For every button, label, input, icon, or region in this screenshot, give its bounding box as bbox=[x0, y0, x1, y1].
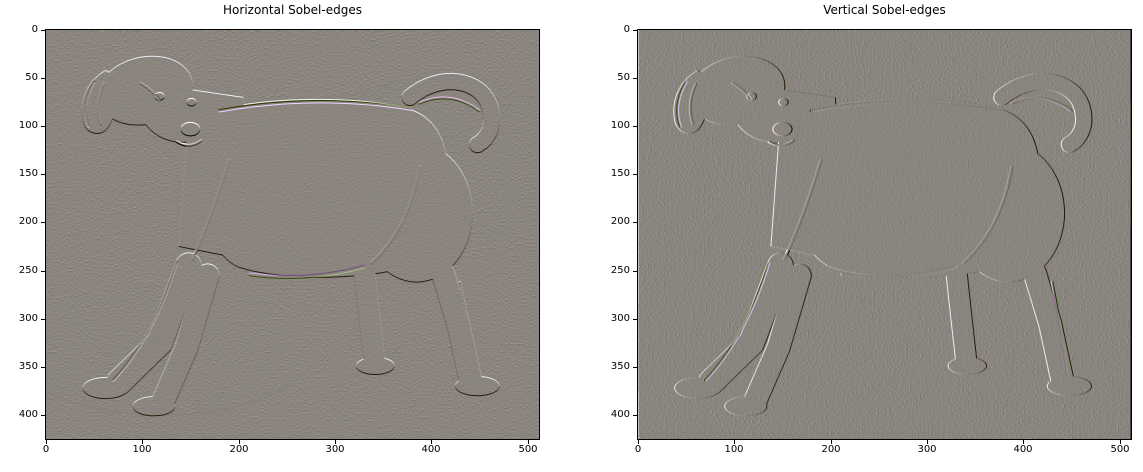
y-tick-label: 350 bbox=[18, 361, 38, 372]
y-tick bbox=[633, 222, 637, 223]
y-tick bbox=[41, 271, 45, 272]
subplot-horizontal-sobel: Horizontal Sobel-edges 0 100 200 300 400… bbox=[19, 0, 545, 472]
x-tick bbox=[927, 440, 928, 444]
sobel-image-horizontal bbox=[46, 30, 539, 439]
plot-title: Vertical Sobel-edges bbox=[823, 3, 946, 17]
x-tick-label: 300 bbox=[917, 444, 937, 455]
y-tick bbox=[41, 319, 45, 320]
y-tick bbox=[41, 174, 45, 175]
x-tick bbox=[1120, 440, 1121, 444]
y-tick bbox=[41, 126, 45, 127]
y-tick-label: 300 bbox=[610, 313, 630, 324]
plot-title: Horizontal Sobel-edges bbox=[223, 3, 362, 17]
y-tick-label: 250 bbox=[610, 265, 630, 276]
x-tick bbox=[528, 440, 529, 444]
y-tick-label: 0 bbox=[623, 24, 630, 35]
y-tick bbox=[633, 271, 637, 272]
y-tick bbox=[633, 126, 637, 127]
x-tick-label: 400 bbox=[421, 444, 441, 455]
y-tick-label: 200 bbox=[610, 216, 630, 227]
y-tick-label: 350 bbox=[610, 361, 630, 372]
y-tick bbox=[41, 415, 45, 416]
x-tick-label: 100 bbox=[132, 444, 152, 455]
x-tick-label: 500 bbox=[1110, 444, 1130, 455]
y-tick-label: 400 bbox=[18, 409, 38, 420]
y-tick-label: 250 bbox=[18, 265, 38, 276]
y-tick-label: 100 bbox=[610, 120, 630, 131]
y-tick-label: 0 bbox=[31, 24, 38, 35]
x-tick-label: 300 bbox=[325, 444, 345, 455]
y-tick-label: 100 bbox=[18, 120, 38, 131]
y-tick bbox=[633, 174, 637, 175]
y-tick bbox=[41, 78, 45, 79]
x-tick-label: 100 bbox=[724, 444, 744, 455]
y-tick bbox=[633, 78, 637, 79]
plot-area bbox=[637, 29, 1132, 440]
x-tick-label: 0 bbox=[634, 444, 642, 455]
y-tick bbox=[633, 367, 637, 368]
x-tick bbox=[431, 440, 432, 444]
y-tick bbox=[633, 30, 637, 31]
y-tick bbox=[41, 222, 45, 223]
x-tick bbox=[1023, 440, 1024, 444]
y-tick-label: 150 bbox=[18, 168, 38, 179]
y-tick-label: 300 bbox=[18, 313, 38, 324]
sobel-image-vertical bbox=[638, 30, 1131, 439]
x-tick-label: 400 bbox=[1013, 444, 1033, 455]
x-tick-label: 500 bbox=[518, 444, 538, 455]
x-tick bbox=[335, 440, 336, 444]
x-tick-label: 200 bbox=[821, 444, 841, 455]
x-tick-label: 0 bbox=[42, 444, 50, 455]
x-tick bbox=[142, 440, 143, 444]
y-tick-label: 150 bbox=[610, 168, 630, 179]
y-tick-label: 200 bbox=[18, 216, 38, 227]
y-tick-label: 400 bbox=[610, 409, 630, 420]
y-tick bbox=[41, 30, 45, 31]
plot-area bbox=[45, 29, 540, 440]
x-tick bbox=[46, 440, 47, 444]
y-tick-label: 50 bbox=[25, 72, 38, 83]
subplot-vertical-sobel: Vertical Sobel-edges 0 100 200 300 400 5… bbox=[611, 0, 1137, 472]
y-tick bbox=[41, 367, 45, 368]
y-tick-label: 50 bbox=[617, 72, 630, 83]
y-tick bbox=[633, 415, 637, 416]
x-tick-label: 200 bbox=[229, 444, 249, 455]
x-tick bbox=[831, 440, 832, 444]
x-tick bbox=[734, 440, 735, 444]
x-tick bbox=[638, 440, 639, 444]
y-tick bbox=[633, 319, 637, 320]
x-tick bbox=[239, 440, 240, 444]
